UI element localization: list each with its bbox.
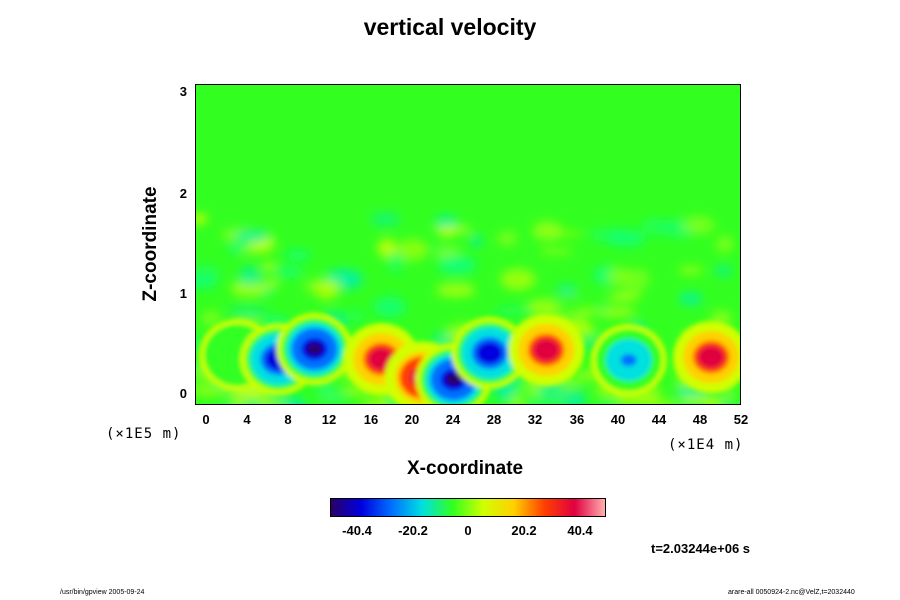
noise-patch — [266, 278, 279, 289]
noise-patch — [284, 250, 312, 260]
noise-patch — [238, 266, 262, 286]
noise-patch — [315, 281, 339, 301]
y-tick-label: 2 — [179, 186, 187, 201]
velocity-contour — [481, 347, 498, 360]
noise-patch — [228, 306, 269, 318]
noise-patch — [433, 226, 472, 234]
noise-patch — [641, 218, 668, 235]
x-tick-label: 48 — [692, 412, 708, 427]
noise-patch — [493, 306, 532, 316]
noise-patch — [680, 396, 712, 404]
noise-patch — [470, 234, 483, 248]
noise-patch — [641, 400, 679, 404]
noise-patch — [500, 268, 536, 291]
footer-right: arare-all 0050924-2.nc@VelZ,t=2032440 — [728, 589, 855, 596]
velocity-contour — [703, 351, 720, 364]
velocity-contour — [445, 373, 462, 386]
x-tick-label: 32 — [527, 412, 543, 427]
colorbar-tick-label: -20.2 — [398, 523, 428, 538]
noise-patch — [526, 298, 561, 317]
noise-patch — [681, 216, 715, 235]
x-tick-label: 36 — [569, 412, 585, 427]
colorbar-tick-label: 40.4 — [567, 523, 593, 538]
x-tick-label: 24 — [445, 412, 461, 427]
velocity-contour — [620, 354, 637, 367]
noise-patch — [434, 215, 459, 230]
footer-left: /usr/bin/gpview 2005-09-24 — [60, 589, 145, 596]
noise-patch — [714, 265, 733, 277]
noise-patch — [606, 267, 630, 286]
velocity-contour — [373, 353, 390, 366]
noise-patch — [196, 214, 208, 224]
noise-patch — [388, 252, 404, 273]
noise-patch — [589, 228, 626, 242]
x-tick-label: 12 — [321, 412, 337, 427]
noise-patch — [317, 389, 348, 404]
x-tick-label: 52 — [733, 412, 749, 427]
noise-patch — [230, 390, 245, 404]
noise-patch — [437, 255, 477, 275]
noise-patch — [576, 307, 599, 316]
colorbar-tick-label: 20.2 — [511, 523, 537, 538]
noise-patch — [439, 231, 455, 238]
noise-patch — [370, 212, 400, 227]
heatmap-svg — [196, 85, 740, 404]
noise-patch — [678, 292, 703, 305]
noise-patch — [538, 246, 575, 256]
noise-patch — [341, 310, 368, 322]
chart-title: vertical velocity — [363, 14, 537, 40]
x-tick-label: 4 — [243, 412, 251, 427]
x-tick-label: 20 — [404, 412, 420, 427]
noise-patch — [373, 397, 391, 404]
noise-patch — [274, 265, 304, 278]
noise-patch — [262, 261, 275, 271]
noise-patch — [596, 307, 636, 318]
x-tick-label: 8 — [284, 412, 292, 427]
colorbar-tick-label: -40.4 — [342, 523, 372, 538]
noise-patch — [201, 309, 221, 327]
noise-patch — [556, 283, 579, 299]
noise-patch — [716, 235, 734, 253]
noise-patch — [240, 245, 263, 255]
noise-patch — [234, 230, 270, 243]
y-tick-label: 3 — [179, 84, 187, 99]
heatmap-plot-area — [195, 84, 741, 405]
velocity-cells — [199, 312, 740, 404]
x-tick-label: 16 — [363, 412, 379, 427]
y-scale-factor: (×1E5 m) — [106, 426, 182, 442]
noise-patch — [532, 221, 563, 241]
x-tick-label: 28 — [486, 412, 502, 427]
y-tick-label: 1 — [179, 286, 187, 301]
noise-patch — [529, 395, 545, 404]
y-axis-label: Z-coordinate — [140, 186, 161, 302]
noise-patch — [396, 238, 429, 261]
x-tick-label: 40 — [610, 412, 626, 427]
noise-patch — [373, 296, 407, 318]
noise-patch — [508, 393, 527, 404]
noise-patch — [623, 268, 650, 291]
y-tick-label: 0 — [179, 386, 187, 401]
noise-patch — [495, 384, 516, 402]
noise-patch — [605, 294, 639, 303]
colorbar — [330, 498, 606, 517]
noise-patch — [196, 265, 221, 284]
velocity-contour — [538, 343, 555, 356]
colorbar-tick-label: 0 — [464, 523, 472, 538]
noise-patch — [599, 400, 620, 404]
noise-patch — [678, 266, 704, 275]
x-tick-label: 0 — [202, 412, 210, 427]
time-stamp: t=2.03244e+06 s — [651, 541, 751, 556]
noise-patch — [496, 230, 518, 247]
noise-patch — [230, 280, 269, 297]
noise-patch — [569, 397, 583, 404]
x-axis-label: X-coordinate — [407, 458, 524, 479]
velocity-contour — [306, 342, 323, 355]
noise-patch — [377, 238, 397, 258]
x-tick-label: 44 — [651, 412, 667, 427]
noise-patch — [435, 283, 476, 298]
x-scale-factor: (×1E4 m) — [668, 437, 744, 453]
